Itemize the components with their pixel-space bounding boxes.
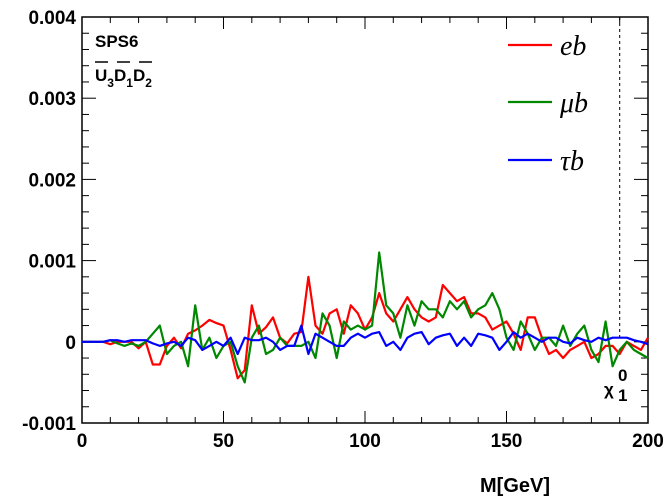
- neutralino-superscript: 0: [618, 366, 627, 385]
- coupling-u-index: 3: [107, 76, 114, 90]
- x-tick-label: 150: [491, 431, 523, 452]
- y-tick-label: 0.002: [28, 170, 76, 191]
- coupling-label: U3D1D2: [95, 61, 152, 90]
- series-line-1: [82, 251, 649, 384]
- legend-label: μb: [559, 88, 588, 119]
- coupling-u: U: [95, 66, 107, 85]
- legend-label: eb: [560, 31, 586, 62]
- coupling-text: U3D1D2: [95, 66, 152, 90]
- neutralino-subscript: 1: [618, 386, 627, 405]
- x-tick-label: 100: [349, 431, 381, 452]
- plot-frame: [81, 16, 649, 424]
- coupling-d1: D: [114, 66, 126, 85]
- x-tick-label: 0: [77, 431, 88, 452]
- neutralino-symbol: χ: [604, 380, 614, 399]
- x-tick-label: 200: [632, 431, 664, 452]
- coupling-d1-index: 1: [126, 76, 133, 90]
- model-label: SPS6: [95, 32, 138, 51]
- neutralino-label: χ 0 1: [604, 366, 627, 405]
- y-tick-label: 0.003: [28, 89, 76, 110]
- legend: eb μb τb: [508, 31, 588, 177]
- coupling-d2-index: 2: [145, 76, 152, 90]
- series-layer: [82, 251, 649, 384]
- series-line-2: [82, 324, 649, 356]
- coupling-d2: D: [133, 66, 145, 85]
- legend-label: τb: [560, 146, 584, 177]
- y-tick-label: 0.004: [28, 8, 76, 29]
- y-tick-label: 0: [65, 333, 76, 354]
- y-tick-label: 0.001: [28, 252, 76, 273]
- x-tick-label: 50: [213, 431, 234, 452]
- y-tick-label: -0.001: [22, 414, 76, 435]
- x-axis-title: M[GeV]: [480, 475, 550, 497]
